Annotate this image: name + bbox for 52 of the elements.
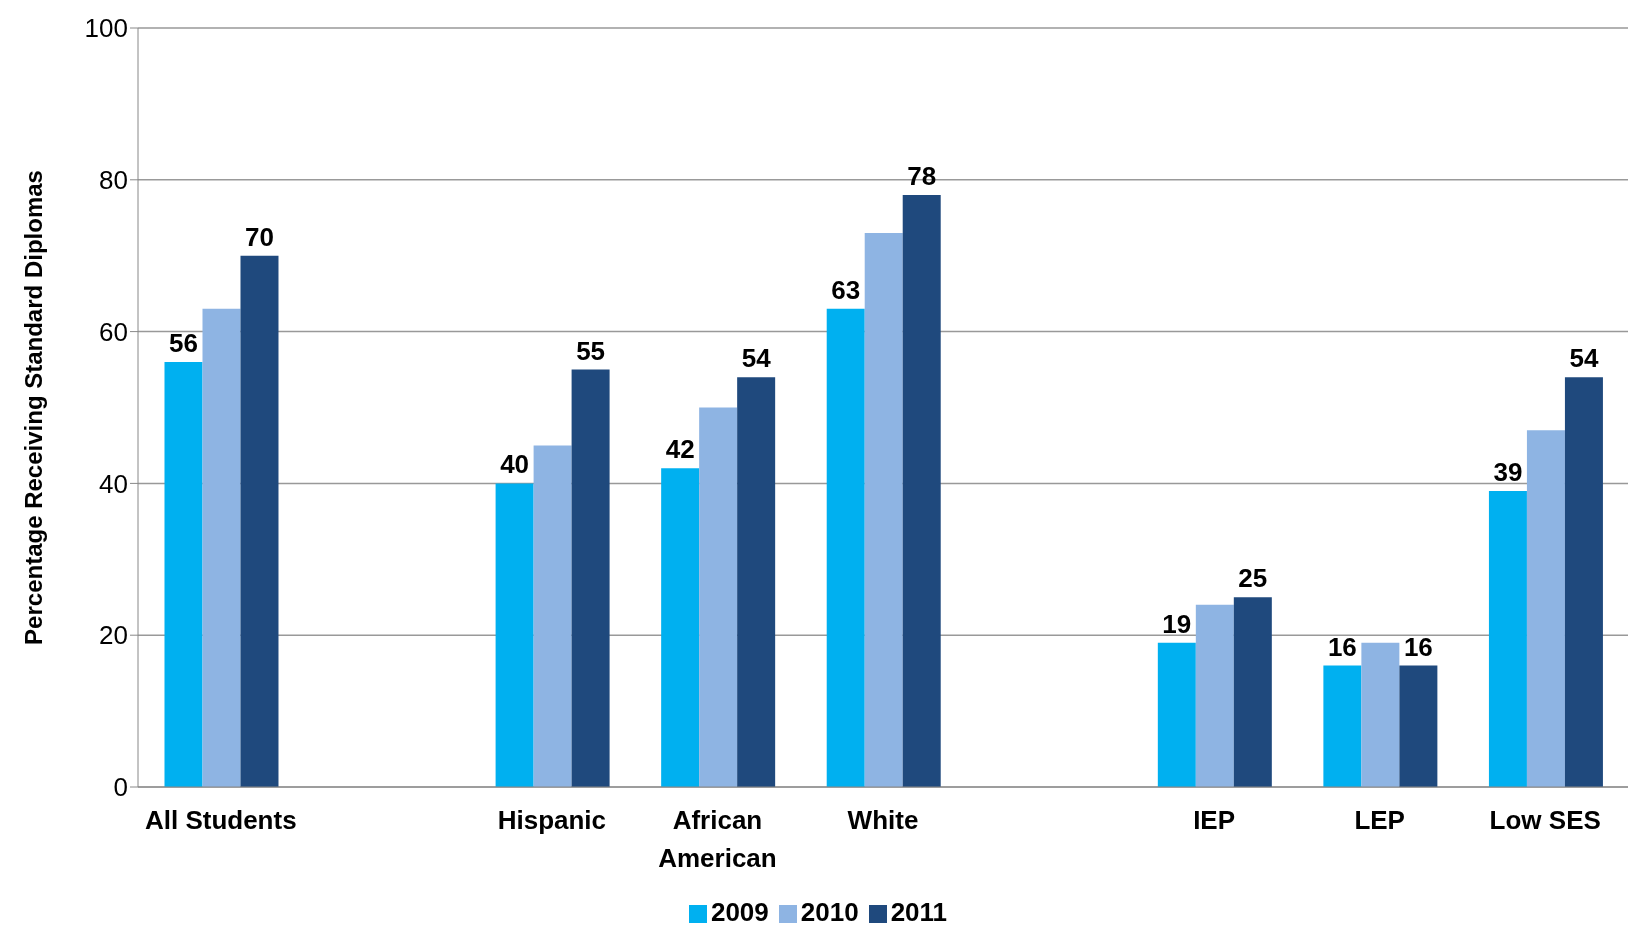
bar [1195, 604, 1234, 787]
data-label: 16 [1327, 631, 1357, 662]
data-label: 42 [665, 434, 695, 465]
data-label: 70 [245, 221, 274, 252]
y-tick-label: 20 [99, 620, 128, 651]
data-label: 25 [1238, 563, 1268, 594]
data-label: 16 [1403, 631, 1433, 662]
legend-label: 2009 [710, 897, 769, 927]
bar [495, 483, 534, 787]
y-tick-label: 60 [99, 316, 128, 347]
data-label: 56 [169, 327, 198, 358]
bar [699, 407, 738, 787]
y-axis-title: Percentage Receiving Standard Diplomas [19, 170, 47, 645]
y-tick-label: 100 [84, 13, 128, 44]
x-tick-label: Hispanic [497, 805, 607, 835]
bar [661, 468, 700, 787]
bar [571, 369, 610, 787]
bar [1564, 377, 1603, 787]
data-label: 19 [1162, 608, 1192, 639]
bar [1323, 665, 1362, 787]
x-tick-label: African American [658, 805, 777, 873]
data-label: 39 [1493, 456, 1523, 487]
x-tick-label: White [847, 805, 919, 835]
bar [1233, 597, 1272, 787]
bar [1488, 490, 1527, 787]
bar [1157, 642, 1196, 787]
bar [902, 194, 941, 787]
bar [202, 308, 241, 787]
legend-label: 2010 [800, 897, 859, 927]
y-tick-label: 80 [99, 165, 128, 196]
data-label: 78 [907, 160, 937, 191]
bar [1526, 430, 1565, 787]
legend-label: 2011 [890, 897, 948, 927]
bar [1361, 642, 1400, 787]
x-tick-label: IEP [1193, 805, 1236, 835]
data-label: 54 [741, 343, 772, 374]
bar [737, 377, 776, 787]
bar [1399, 665, 1438, 787]
y-tick-label: 0 [113, 772, 128, 803]
bar [164, 361, 203, 787]
data-label: 54 [1569, 343, 1599, 374]
x-tick-label: LEP [1354, 805, 1405, 835]
bar [533, 445, 572, 787]
x-tick-label: All Students [144, 805, 297, 835]
bar [864, 232, 903, 787]
bar [240, 255, 279, 787]
bar [826, 308, 865, 787]
data-label: 55 [576, 335, 606, 366]
x-tick-label: Low SES [1489, 805, 1601, 835]
data-label: 63 [831, 274, 861, 305]
y-tick-label: 40 [99, 468, 128, 499]
data-label: 40 [500, 449, 530, 480]
